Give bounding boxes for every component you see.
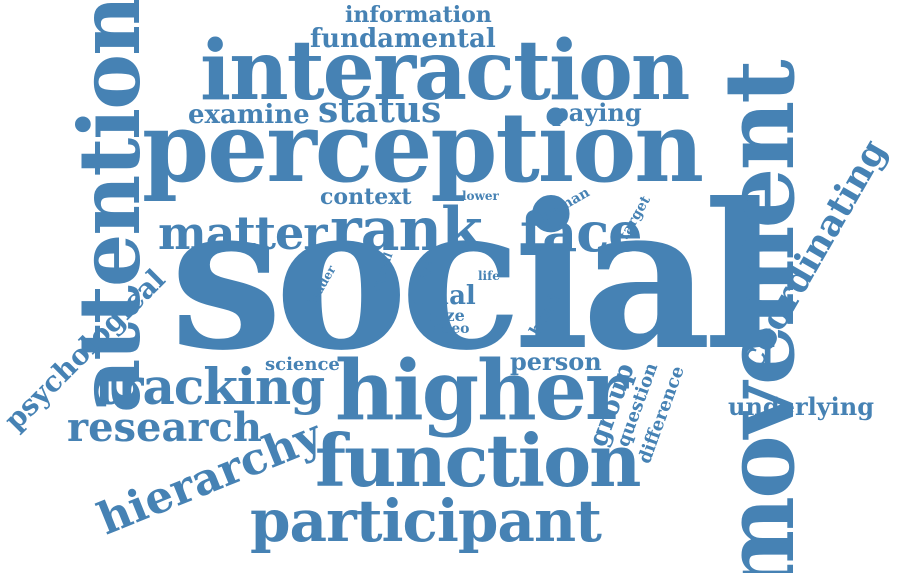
- word-information: information: [345, 2, 492, 28]
- word-context: context: [320, 184, 412, 210]
- word-video: video: [428, 321, 470, 337]
- word-lower: lower: [462, 189, 499, 203]
- word-research: research: [67, 404, 262, 451]
- word-tracking: tracking: [95, 357, 325, 416]
- word-participant: participant: [250, 487, 602, 555]
- word-status: status: [318, 89, 442, 131]
- word-fundamental: fundamental: [310, 24, 496, 54]
- word-higher: higher: [335, 343, 628, 439]
- word-function: function: [315, 418, 641, 503]
- word-examine: examine: [188, 100, 310, 130]
- word-matter: matter: [158, 206, 327, 260]
- word-interaction: interaction: [200, 23, 690, 119]
- word-life: life: [478, 269, 500, 283]
- word-social: social: [170, 160, 779, 395]
- word-person: person: [510, 347, 602, 376]
- word-dual: dual: [412, 281, 476, 311]
- word-rank: rank: [330, 195, 483, 265]
- word-science: science: [265, 354, 340, 375]
- word-face: face: [520, 200, 642, 264]
- word-paying: paying: [552, 98, 642, 127]
- word-perception: perception: [142, 91, 704, 204]
- word-underlying: underlying: [728, 392, 875, 421]
- word-gaze: gaze: [424, 306, 465, 325]
